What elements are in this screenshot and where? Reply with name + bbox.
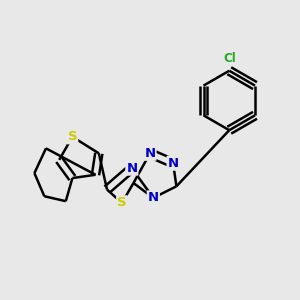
Text: Cl: Cl [223,52,236,65]
Text: N: N [148,191,159,204]
Text: N: N [144,147,156,160]
Text: N: N [126,162,137,175]
Text: Cl: Cl [223,52,236,65]
Text: S: S [68,130,77,143]
Text: S: S [117,196,127,209]
Text: N: N [168,157,179,170]
